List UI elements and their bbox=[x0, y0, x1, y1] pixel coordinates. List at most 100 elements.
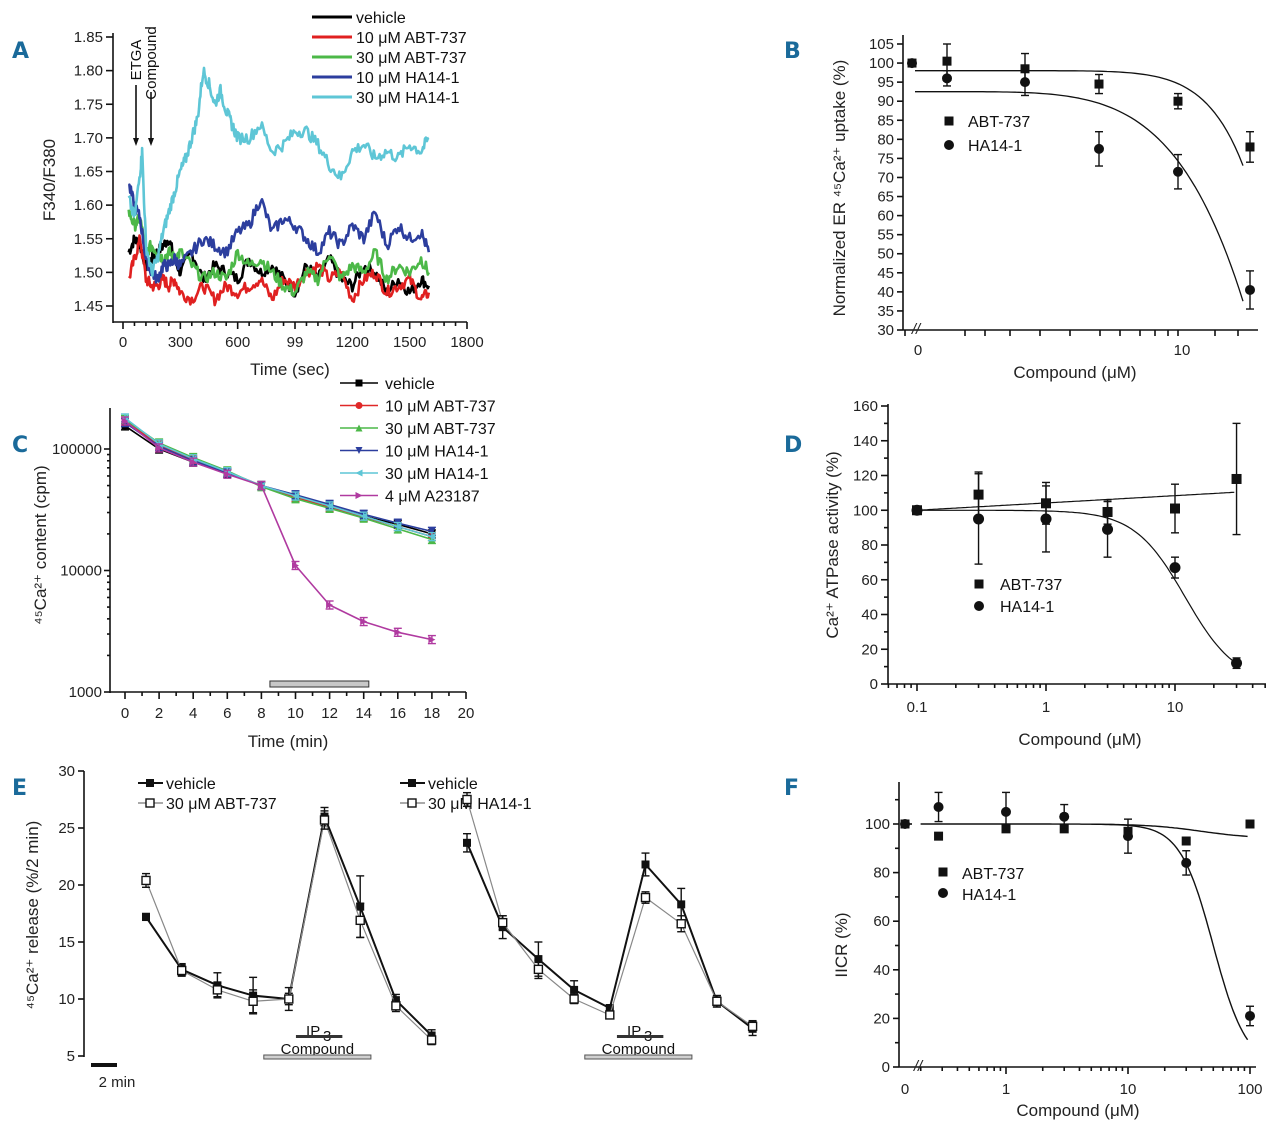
data-point bbox=[1040, 513, 1052, 525]
x-tick-label: 0.1 bbox=[907, 699, 928, 716]
data-point bbox=[907, 58, 917, 69]
legend-marker bbox=[355, 424, 363, 432]
legend-marker bbox=[944, 140, 954, 150]
data-point bbox=[676, 919, 686, 929]
trace-1 bbox=[128, 234, 431, 307]
y-tick-label: 15 bbox=[58, 934, 75, 951]
y-tick-label: 40 bbox=[877, 284, 894, 301]
compound-arrowhead bbox=[148, 138, 154, 146]
data-point bbox=[394, 628, 402, 636]
panel-label-a: A bbox=[12, 39, 29, 64]
x-tick-label: 14 bbox=[355, 705, 372, 722]
y-tick-label: 1.80 bbox=[74, 63, 103, 80]
x-axis-title: Compound (μM) bbox=[1013, 363, 1136, 382]
legend-marker bbox=[355, 402, 363, 409]
panel-e: 5 10 15 20 25 30 ⁴⁵Ca²⁺ release (%/2 min) 2 min… bbox=[23, 763, 758, 1091]
y-tick-label: 5 bbox=[67, 1048, 75, 1065]
y-tick-label: 100 bbox=[865, 816, 890, 833]
y-tick-label: 1.50 bbox=[74, 264, 103, 281]
y-tick-label: 60 bbox=[861, 572, 878, 589]
etga-label: ETGA bbox=[128, 40, 145, 81]
compound-label: Compound bbox=[602, 1041, 675, 1058]
y-tick-label: 120 bbox=[853, 468, 878, 485]
data-point bbox=[121, 417, 129, 425]
legend-label: 10 μM HA14-1 bbox=[356, 70, 460, 87]
y-tick-label: 30 bbox=[58, 763, 75, 780]
data-point bbox=[1059, 811, 1070, 822]
legend-marker bbox=[974, 579, 984, 589]
compound-bar bbox=[584, 1054, 693, 1060]
legend-marker bbox=[355, 469, 363, 477]
legend-marker bbox=[408, 779, 416, 787]
y-tick-label: 0 bbox=[882, 1059, 890, 1076]
x-tick-label: 0 bbox=[119, 334, 127, 351]
x-axis-title: Time (sec) bbox=[250, 360, 330, 379]
data-point bbox=[900, 819, 910, 829]
scale-bar-label: 2 min bbox=[99, 1074, 136, 1091]
data-point bbox=[1173, 166, 1183, 177]
data-point bbox=[394, 523, 402, 531]
y-tick-label: 20 bbox=[58, 877, 75, 894]
data-point bbox=[533, 964, 544, 975]
x-tick-label: 18 bbox=[424, 705, 441, 722]
data-point bbox=[248, 996, 258, 1006]
data-point bbox=[1094, 79, 1104, 89]
series-line bbox=[466, 842, 754, 1030]
y-tick-label: 65 bbox=[877, 189, 894, 206]
x-tick-label: 0 bbox=[901, 1081, 909, 1098]
legend-marker bbox=[407, 798, 417, 808]
fit-curve-ha141 bbox=[1091, 823, 1249, 1041]
panel-d: 0 20 40 60 80 100 120 140 160 0.1 1 10 Compound (μM)… bbox=[823, 398, 1266, 749]
data-point bbox=[428, 636, 436, 644]
data-point bbox=[257, 482, 265, 490]
data-point bbox=[973, 513, 985, 525]
fit-curve-abt737 bbox=[920, 823, 1248, 838]
data-point bbox=[534, 955, 543, 964]
y-tick-label: 40 bbox=[873, 962, 890, 979]
y-tick-label: 1.45 bbox=[74, 298, 103, 315]
data-point bbox=[1245, 284, 1255, 295]
y-tick-label: 100 bbox=[853, 502, 878, 519]
series-line-4 bbox=[124, 417, 433, 538]
trace-3 bbox=[127, 183, 431, 284]
trace-4 bbox=[127, 66, 430, 277]
data-point bbox=[355, 915, 365, 926]
x-tick-label: 300 bbox=[168, 334, 193, 351]
data-point bbox=[933, 801, 944, 812]
legend-marker bbox=[938, 867, 948, 877]
y-tick-label: 75 bbox=[877, 150, 894, 167]
etga-arrowhead bbox=[133, 138, 139, 146]
x-tick-label: 6 bbox=[223, 705, 231, 722]
panel-c: 1000 10000 100000 0 2 4 6 8 10 12 14 16 18 20 Time (mi… bbox=[31, 376, 496, 751]
data-point bbox=[712, 996, 722, 1006]
data-point bbox=[942, 73, 952, 84]
axis-break: // bbox=[911, 321, 922, 338]
data-point bbox=[640, 892, 651, 903]
data-point bbox=[189, 458, 197, 466]
y-axis-title: Ca²⁺ ATPase activity (%) bbox=[823, 451, 842, 638]
x-axis-title: Compound (μM) bbox=[1018, 730, 1141, 749]
y-tick-label: 1.60 bbox=[74, 197, 103, 214]
x-tick-label: 99 bbox=[287, 334, 304, 351]
data-point bbox=[1173, 96, 1183, 106]
legend-marker bbox=[355, 447, 363, 454]
data-point bbox=[677, 900, 686, 909]
ip3-bar bbox=[616, 1035, 664, 1038]
data-point bbox=[1231, 473, 1242, 484]
x-tick-label: 1200 bbox=[336, 334, 369, 351]
legend-marker bbox=[974, 601, 984, 611]
data-point bbox=[155, 444, 163, 452]
y-tick-label: 0 bbox=[870, 676, 878, 693]
y-tick-label: 20 bbox=[873, 1010, 890, 1027]
legend-label: 4 μM A23187 bbox=[385, 489, 480, 506]
data-point bbox=[747, 1021, 758, 1032]
y-tick-label: 1.65 bbox=[74, 164, 103, 181]
panel-label-f: F bbox=[784, 776, 799, 801]
compound-label: Compound bbox=[281, 1041, 354, 1058]
fit-curve bbox=[915, 91, 1244, 302]
data-point bbox=[360, 618, 368, 626]
data-point bbox=[1245, 819, 1255, 829]
x-tick-label: 20 bbox=[458, 705, 475, 722]
data-point bbox=[142, 912, 150, 921]
legend-marker bbox=[355, 379, 363, 387]
